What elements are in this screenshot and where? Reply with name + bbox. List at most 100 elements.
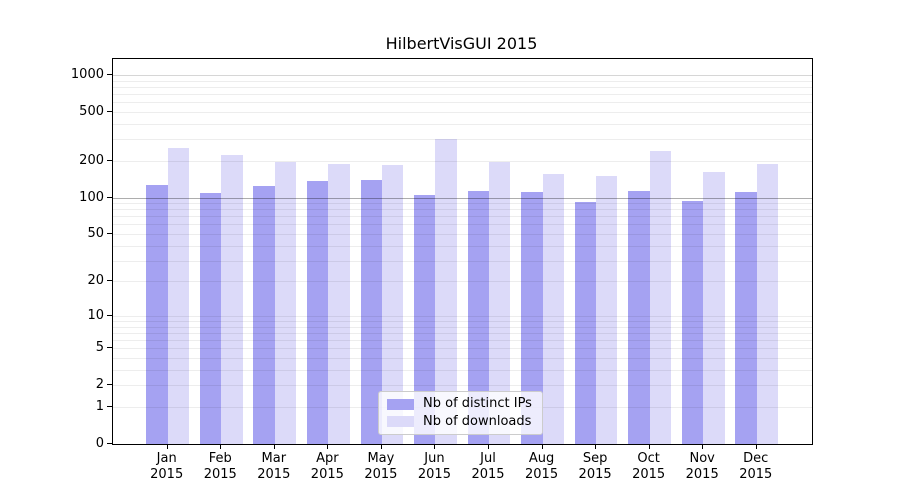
legend-swatch-downloads: [387, 416, 414, 428]
bar-downloads-mar: [274, 161, 297, 444]
x-tick-label-jan: Jan 2015: [150, 451, 184, 482]
y-tick-10: [107, 314, 112, 316]
gridline-4: [113, 358, 812, 360]
gridline-20: [113, 281, 812, 283]
y-tick-label-10: 10: [87, 307, 104, 323]
chart-title: HilbertVisGUI 2015: [385, 34, 538, 53]
y-tick-label-1: 1: [95, 398, 104, 414]
bar-downloads-dec: [756, 164, 779, 444]
x-tick-label-apr: Apr 2015: [310, 451, 344, 482]
x-tick-jun: [434, 444, 436, 449]
bar-downloads-jan: [167, 148, 190, 444]
gridline-700: [113, 94, 812, 96]
y-tick-label-20: 20: [87, 273, 104, 289]
x-tick-label-mar: Mar 2015: [257, 451, 291, 482]
x-tick-dec: [755, 444, 757, 449]
y-tick-label-50: 50: [87, 225, 104, 241]
gridline-8: [113, 326, 812, 328]
y-tick-label-0: 0: [95, 436, 104, 451]
gridline-30: [113, 260, 812, 262]
y-tick-0: [107, 443, 112, 444]
bar-distinct-ips-jan: [146, 185, 168, 444]
y-tick-500: [107, 110, 112, 112]
gridline-80: [113, 209, 812, 211]
x-tick-label-dec: Dec 2015: [739, 451, 773, 482]
bar-distinct-ips-oct: [628, 191, 650, 444]
x-tick-may: [380, 444, 382, 449]
gridline-70: [113, 216, 812, 218]
x-tick-label-oct: Oct 2015: [632, 451, 666, 482]
bar-distinct-ips-may: [360, 180, 382, 444]
y-tick-label-200: 200: [79, 152, 104, 168]
bar-distinct-ips-sep: [574, 202, 597, 444]
legend: Nb of distinct IPs Nb of downloads: [378, 391, 543, 435]
gridline-6: [113, 340, 812, 342]
bar-downloads-aug: [542, 174, 564, 444]
y-tick-1: [107, 405, 112, 407]
bar-distinct-ips-jun: [414, 195, 436, 444]
y-tick-1000: [107, 74, 112, 75]
gridline-800: [113, 86, 812, 88]
bar-downloads-jul: [489, 161, 511, 444]
gridline-900: [113, 80, 812, 82]
bar-downloads-may: [381, 164, 404, 444]
gridline-60: [113, 224, 812, 226]
y-tick-2: [107, 384, 112, 386]
gridline-300: [113, 139, 812, 141]
bar-downloads-feb: [221, 154, 243, 444]
x-tick-apr: [327, 444, 329, 449]
gridline-500: [113, 111, 812, 113]
x-tick-aug: [541, 444, 543, 449]
gridline-200: [113, 160, 812, 162]
legend-row-distinct-ips: Nb of distinct IPs: [387, 397, 534, 411]
y-tick-label-5: 5: [95, 340, 104, 356]
x-tick-label-feb: Feb 2015: [203, 451, 237, 482]
gridline-5: [113, 348, 812, 350]
legend-label-distinct-ips: Nb of distinct IPs: [423, 396, 532, 412]
x-tick-label-may: May 2015: [364, 451, 398, 482]
x-tick-label-sep: Sep 2015: [578, 451, 612, 482]
y-tick-100: [107, 196, 112, 198]
bar-distinct-ips-feb: [199, 193, 222, 444]
y-tick-label-1000: 1000: [70, 67, 104, 82]
bar-downloads-jun: [435, 139, 457, 444]
bar-distinct-ips-dec: [735, 191, 757, 444]
bar-downloads-sep: [596, 176, 618, 444]
x-tick-jul: [488, 444, 489, 449]
gridline-600: [113, 102, 812, 104]
x-tick-feb: [220, 444, 222, 449]
bar-downloads-oct: [649, 151, 672, 444]
gridline-1000: [113, 75, 812, 76]
x-tick-label-nov: Nov 2015: [685, 451, 719, 482]
gridline-100: [113, 197, 812, 199]
y-tick-200: [107, 159, 112, 161]
y-tick-label-500: 500: [79, 103, 104, 119]
x-tick-jan: [166, 444, 168, 449]
y-tick-20: [107, 280, 112, 282]
legend-label-downloads: Nb of downloads: [423, 413, 532, 429]
y-tick-50: [107, 232, 112, 234]
bar-distinct-ips-mar: [253, 185, 275, 444]
x-tick-label-aug: Aug 2015: [525, 451, 559, 482]
y-tick-label-100: 100: [79, 189, 104, 205]
gridline-400: [113, 123, 812, 125]
x-tick-mar: [273, 444, 275, 449]
gridline-90: [113, 203, 812, 205]
x-tick-label-jun: Jun 2015: [417, 451, 451, 482]
gridline-7: [113, 332, 812, 334]
gridline-2: [113, 385, 812, 387]
y-tick-label-2: 2: [95, 377, 104, 393]
x-tick-sep: [595, 444, 597, 449]
x-tick-oct: [648, 444, 650, 449]
bar-distinct-ips-jul: [467, 191, 489, 444]
legend-swatch-distinct-ips: [387, 398, 414, 410]
bar-distinct-ips-aug: [521, 191, 543, 444]
x-tick-label-jul: Jul 2015: [471, 451, 505, 482]
x-tick-nov: [702, 444, 704, 449]
gridline-10: [113, 315, 812, 317]
gridline-3: [113, 369, 812, 371]
bar-downloads-nov: [703, 171, 725, 444]
gridline-50: [113, 233, 812, 235]
plot-area: [112, 58, 813, 445]
